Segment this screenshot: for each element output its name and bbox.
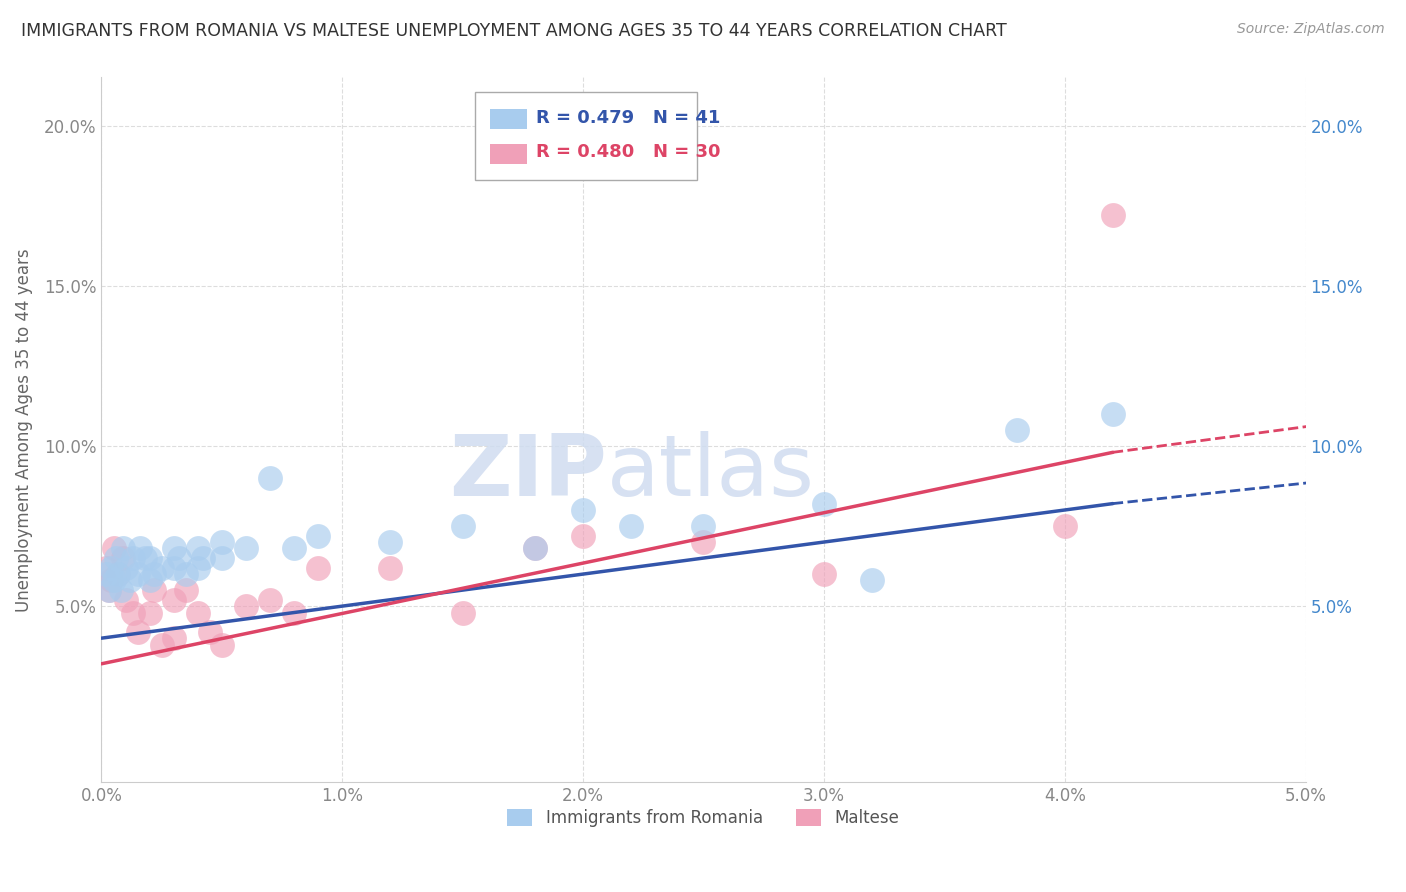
Point (813, 567, 835, 582)
Point (114, 560, 136, 574)
Text: IMMIGRANTS FROM ROMANIA VS MALTESE UNEMPLOYMENT AMONG AGES 35 TO 44 YEARS CORREL: IMMIGRANTS FROM ROMANIA VS MALTESE UNEMP… (21, 22, 1007, 40)
Point (104, 551, 127, 566)
Text: Source: ZipAtlas.com: Source: ZipAtlas.com (1237, 22, 1385, 37)
Point (198, 624, 221, 639)
Point (138, 606, 160, 620)
Point (167, 551, 190, 566)
Point (107, 567, 129, 582)
Point (451, 606, 474, 620)
Point (100, 574, 122, 588)
Text: R = 0.479   N = 41: R = 0.479 N = 41 (536, 109, 720, 128)
Point (259, 592, 281, 607)
Point (259, 471, 281, 485)
Text: ZIP: ZIP (450, 431, 607, 514)
Point (620, 519, 643, 533)
Point (572, 503, 595, 517)
Point (129, 541, 152, 556)
Point (174, 567, 197, 582)
Point (138, 574, 160, 588)
Point (1005, 423, 1028, 437)
Point (283, 606, 305, 620)
Point (523, 541, 546, 556)
Point (127, 567, 149, 582)
Point (107, 567, 129, 582)
Point (1053, 519, 1076, 533)
Point (121, 551, 143, 566)
Point (235, 599, 257, 614)
Point (572, 528, 595, 542)
Point (163, 560, 186, 574)
Point (163, 541, 186, 556)
Point (103, 574, 125, 588)
Point (143, 567, 166, 582)
Point (100, 560, 122, 574)
Point (174, 583, 197, 598)
Text: R = 0.480   N = 30: R = 0.480 N = 30 (536, 143, 721, 161)
Point (96, 567, 118, 582)
Y-axis label: Unemployment Among Ages 35 to 44 years: Unemployment Among Ages 35 to 44 years (15, 248, 32, 612)
Point (380, 560, 402, 574)
Point (1102, 407, 1125, 421)
Point (120, 574, 142, 588)
Point (96, 560, 118, 574)
Point (127, 624, 149, 639)
Point (138, 551, 160, 566)
Point (283, 541, 305, 556)
Point (211, 551, 233, 566)
Point (860, 574, 883, 588)
Point (211, 638, 233, 652)
Point (1102, 208, 1125, 222)
Point (187, 560, 209, 574)
Point (97, 583, 120, 598)
Point (110, 583, 132, 598)
Point (187, 606, 209, 620)
Point (813, 497, 835, 511)
Point (103, 541, 125, 556)
Point (163, 592, 186, 607)
FancyBboxPatch shape (475, 92, 697, 179)
Point (121, 606, 143, 620)
Text: atlas: atlas (607, 431, 815, 514)
Point (307, 560, 329, 574)
FancyBboxPatch shape (491, 109, 526, 129)
Point (451, 519, 474, 533)
Point (97, 583, 120, 598)
Point (187, 541, 209, 556)
FancyBboxPatch shape (491, 145, 526, 164)
Point (307, 528, 329, 542)
Point (150, 560, 173, 574)
Legend: Immigrants from Romania, Maltese: Immigrants from Romania, Maltese (501, 803, 905, 834)
Point (150, 638, 173, 652)
Point (112, 551, 135, 566)
Point (191, 551, 214, 566)
Point (235, 541, 257, 556)
Point (114, 592, 136, 607)
Point (523, 541, 546, 556)
Point (163, 631, 186, 645)
Point (380, 535, 402, 549)
Point (692, 535, 714, 549)
Point (134, 551, 156, 566)
Point (211, 535, 233, 549)
Point (692, 519, 714, 533)
Point (143, 583, 166, 598)
Point (112, 541, 135, 556)
